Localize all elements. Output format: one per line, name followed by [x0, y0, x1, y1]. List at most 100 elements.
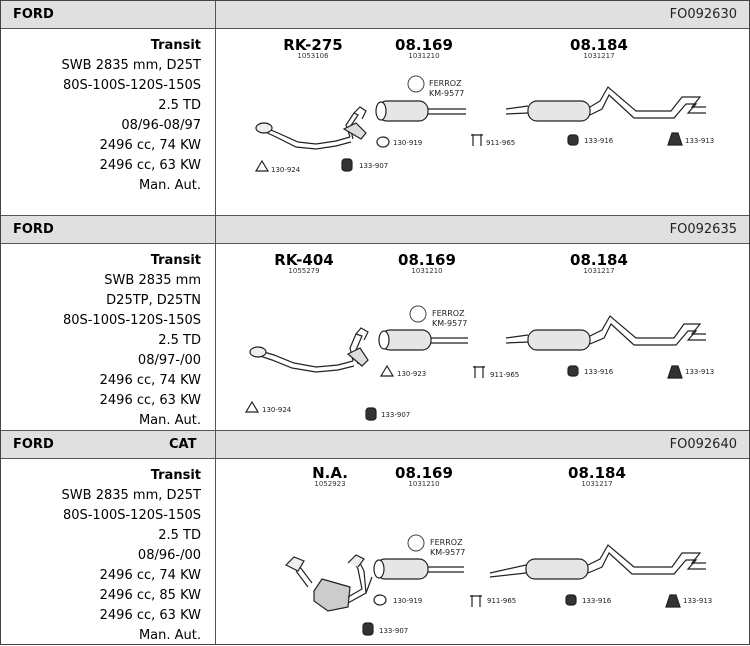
ferroz-label: FERROZ KM-9577 — [430, 538, 465, 558]
accessory-label[interactable]: 911-965 — [490, 371, 520, 379]
part-number-middle[interactable]: 08.169 — [398, 251, 456, 269]
part-number-front[interactable]: RK-275 — [283, 36, 343, 54]
gasket-icon — [254, 159, 270, 172]
spec-line: 2496 cc, 85 KW — [99, 588, 201, 603]
part-ref-middle: 1031210 — [408, 52, 440, 60]
part-number-middle[interactable]: 08.169 — [395, 464, 453, 482]
hanger-icon — [565, 594, 577, 606]
column-divider — [215, 431, 216, 645]
spec-line: SWB 2835 mm, D25T — [61, 488, 201, 503]
accessory-label[interactable]: 133-916 — [584, 368, 614, 376]
accessory-label[interactable]: 130-924 — [271, 166, 301, 174]
middle-silencer-drawing — [378, 329, 468, 351]
model-name: Transit — [150, 38, 201, 53]
accessory-label[interactable]: 133-907 — [381, 411, 411, 419]
middle-silencer-drawing — [373, 558, 464, 580]
spec-line: 80S-100S-120S-150S — [62, 78, 201, 93]
block-header: FORD FO092630 — [1, 1, 749, 29]
spec-line: 08/97-/00 — [137, 353, 201, 368]
vehicle-spec: Transit SWB 2835 mm, D25T 80S-100S-120S-… — [62, 466, 201, 646]
spec-line: 08/96-/00 — [137, 548, 201, 563]
part-ref-front: 1052923 — [314, 480, 346, 488]
middle-silencer-drawing — [375, 100, 466, 122]
make-label: FORD — [13, 7, 54, 22]
rubber-mount-icon — [365, 407, 377, 421]
column-divider — [215, 1, 216, 215]
system-code[interactable]: FO092640 — [669, 437, 737, 452]
accessory-label[interactable]: 133-916 — [584, 137, 614, 145]
part-number-rear[interactable]: 08.184 — [570, 36, 628, 54]
vehicle-block: FORD FO092635 Transit SWB 2835 mm D25TP,… — [1, 216, 749, 430]
ferroz-label: FERROZ KM-9577 — [429, 79, 464, 99]
ferroz-kit: KM-9577 — [429, 89, 465, 98]
vehicle-block: FORD CAT FO092640 Transit SWB 2835 mm, D… — [1, 431, 749, 645]
ferroz-ring-icon — [407, 534, 425, 552]
spec-line: 2.5 TD — [158, 333, 201, 348]
model-name: Transit — [150, 468, 201, 483]
system-code[interactable]: FO092630 — [669, 7, 737, 22]
accessory-label[interactable]: 133-913 — [683, 597, 713, 605]
spec-line: 2496 cc, 74 KW — [99, 568, 201, 583]
part-ref-rear: 1031217 — [581, 480, 613, 488]
part-number-rear[interactable]: 08.184 — [570, 251, 628, 269]
spec-line: 2496 cc, 74 KW — [99, 373, 201, 388]
spec-line: 2496 cc, 74 KW — [99, 138, 201, 153]
exhaust-diagram: RK-275 1053106 08.169 1031210 08.184 103… — [216, 29, 749, 215]
part-ref-rear: 1031217 — [583, 267, 615, 275]
spec-line: 80S-100S-120S-150S — [62, 508, 201, 523]
spec-line: SWB 2835 mm, D25T — [61, 58, 201, 73]
spec-line: 2496 cc, 63 KW — [99, 393, 201, 408]
hanger-icon — [567, 365, 579, 377]
system-code[interactable]: FO092635 — [669, 222, 737, 237]
model-name: Transit — [150, 253, 201, 268]
front-pipe-drawing — [249, 327, 369, 373]
u-clamp-icon — [470, 595, 482, 607]
accessory-label[interactable]: 133-916 — [582, 597, 612, 605]
block-header: FORD FO092635 — [1, 216, 749, 244]
ferroz-kit: KM-9577 — [432, 319, 468, 328]
ferroz-ring-icon — [409, 305, 427, 323]
block-separator — [1, 215, 749, 216]
spec-line: 2.5 TD — [158, 528, 201, 543]
part-number-middle[interactable]: 08.169 — [395, 36, 453, 54]
spec-line: Man. Aut. — [138, 178, 201, 193]
part-ref-middle: 1031210 — [411, 267, 443, 275]
exhaust-diagram: N.A. 1052923 08.169 1031210 08.184 10312… — [216, 459, 749, 645]
vehicle-spec: Transit SWB 2835 mm D25TP, D25TN 80S-100… — [63, 251, 201, 431]
accessory-label[interactable]: 133-913 — [685, 368, 715, 376]
part-ref-rear: 1031217 — [583, 52, 615, 60]
spec-line: 2.5 TD — [158, 98, 201, 113]
spec-line: 2496 cc, 63 KW — [99, 158, 201, 173]
accessory-label[interactable]: 911-965 — [486, 139, 516, 147]
spec-line: 08/96-08/97 — [121, 118, 201, 133]
spec-line: 2496 cc, 63 KW — [99, 608, 201, 623]
accessory-label[interactable]: 130-924 — [262, 406, 292, 414]
part-number-rear[interactable]: 08.184 — [568, 464, 626, 482]
u-clamp-icon — [471, 134, 483, 146]
rear-silencer-drawing — [505, 315, 706, 351]
u-clamp-icon — [473, 366, 485, 378]
part-ref-front: 1055279 — [288, 267, 320, 275]
part-ref-front: 1053106 — [297, 52, 329, 60]
part-number-front[interactable]: RK-404 — [274, 251, 334, 269]
ferroz-brand: FERROZ — [432, 309, 465, 318]
accessory-icons — [362, 594, 681, 636]
rubber-mount-icon — [362, 622, 374, 636]
rear-silencer-drawing — [505, 86, 706, 122]
accessory-label[interactable]: 130-919 — [393, 139, 423, 147]
exhaust-drawing — [284, 534, 706, 636]
make-label: FORD — [13, 437, 54, 452]
accessory-label[interactable]: 133-913 — [685, 137, 715, 145]
vehicle-block: FORD FO092630 Transit SWB 2835 mm, D25T … — [1, 1, 749, 215]
accessory-label[interactable]: 130-923 — [397, 370, 427, 378]
accessory-label[interactable]: 130-919 — [393, 597, 423, 605]
mount-bracket-icon — [665, 594, 681, 608]
rear-silencer-drawing — [489, 544, 706, 580]
part-ref-middle: 1031210 — [408, 480, 440, 488]
part-number-front[interactable]: N.A. — [312, 464, 348, 482]
accessory-label[interactable]: 911-965 — [487, 597, 517, 605]
column-divider — [215, 216, 216, 430]
accessory-label[interactable]: 133-907 — [359, 162, 389, 170]
accessory-label[interactable]: 133-907 — [379, 627, 409, 635]
spec-line: Man. Aut. — [138, 628, 201, 643]
